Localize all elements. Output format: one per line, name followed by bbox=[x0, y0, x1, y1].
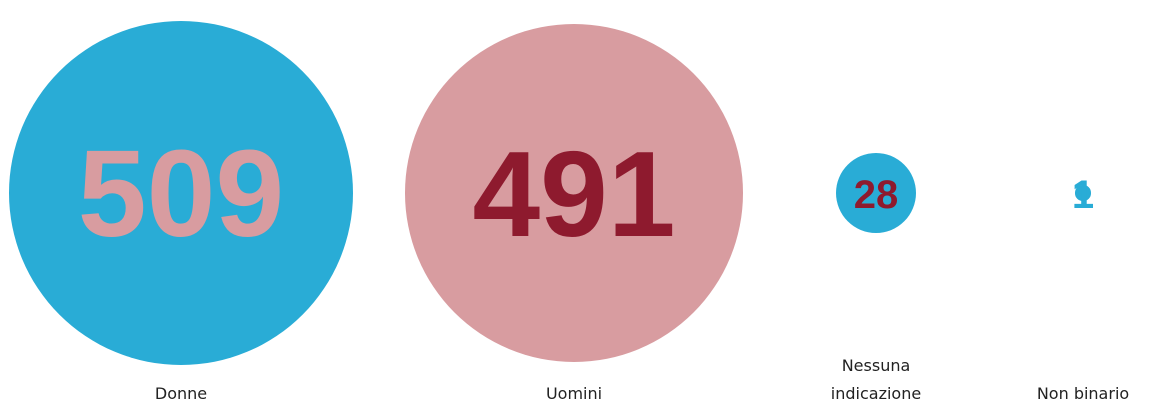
category-label: Non binario bbox=[1036, 384, 1130, 403]
bubble bbox=[405, 24, 743, 362]
value-label: 509 bbox=[77, 125, 285, 264]
value-label: 491 bbox=[472, 126, 676, 263]
category-label: Nessuna indicazione bbox=[830, 356, 922, 403]
bubble bbox=[1075, 185, 1091, 201]
bubble bbox=[835, 152, 917, 234]
value-label: 28 bbox=[853, 173, 899, 217]
category-label: Uomini bbox=[545, 384, 603, 403]
category-label: Donne bbox=[154, 384, 208, 403]
bubble bbox=[9, 21, 353, 365]
value-label: 1 bbox=[1071, 173, 1095, 217]
